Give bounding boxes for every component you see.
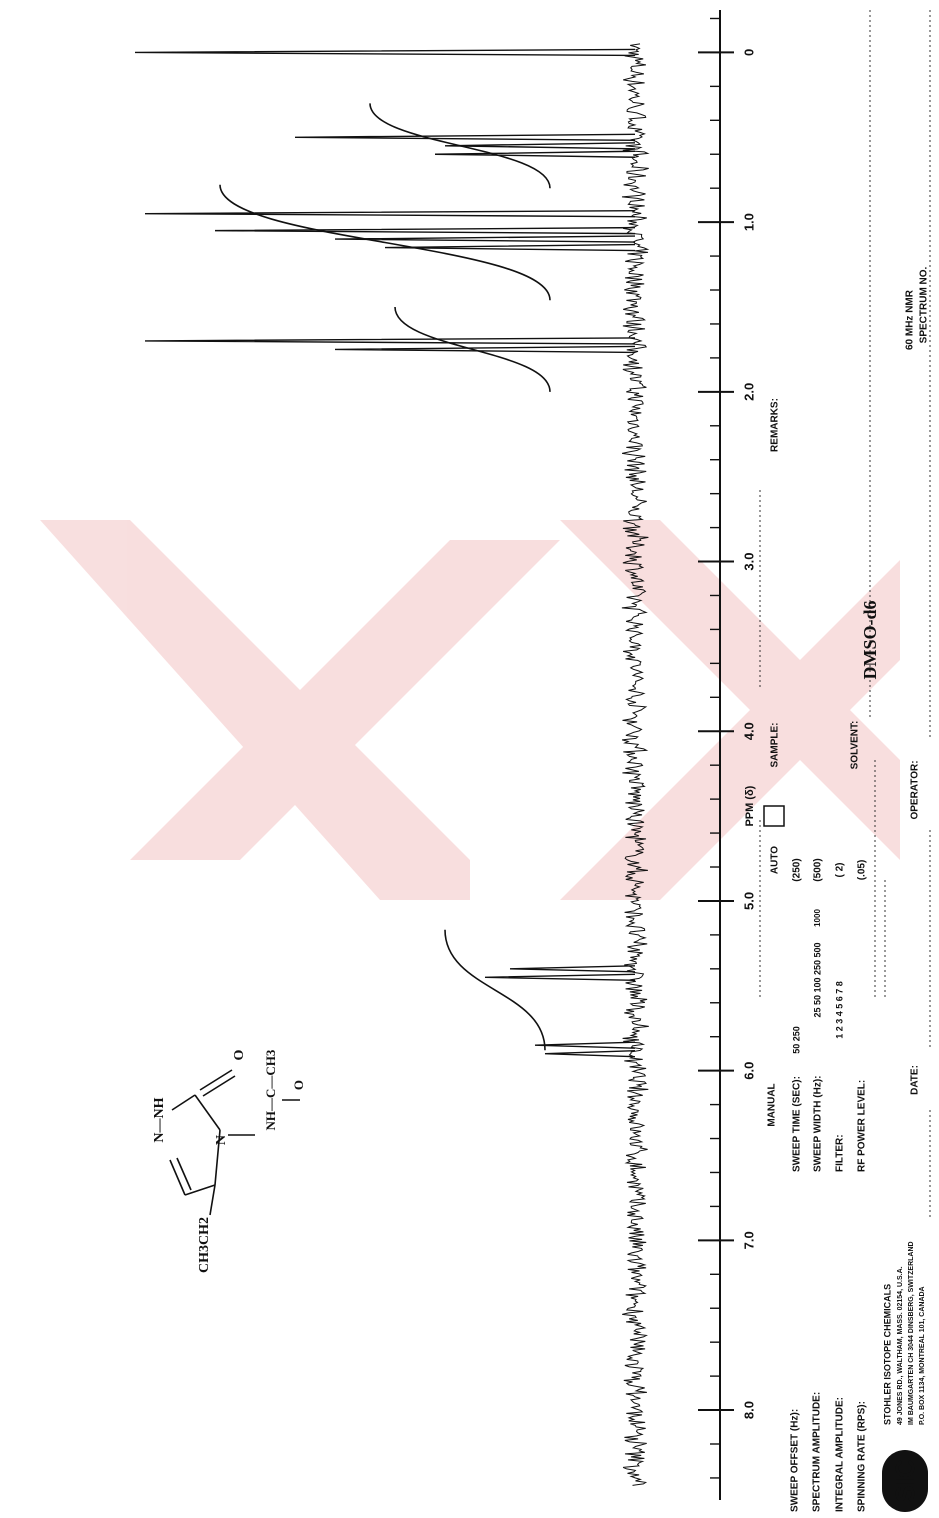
company-address: P.O. BOX 1134, MONTREAL 101, CANADA [919, 1286, 926, 1425]
solvent-value: DMSO-d6 [860, 600, 880, 679]
peak [144, 337, 636, 345]
form-sweep-width: SWEEP WIDTH (Hz): [813, 1076, 824, 1172]
x-tick-label: 0 [741, 49, 756, 56]
x-tick-label: 2.0 [741, 383, 756, 401]
peak [544, 1049, 636, 1058]
form-date: DATE: [910, 1065, 921, 1095]
form-sweep-time: SWEEP TIME (SEC): [792, 1076, 803, 1172]
structure-label: O [232, 1049, 247, 1060]
peak [144, 209, 636, 218]
form-sweep-time-options: 50 250 [791, 1026, 801, 1054]
x-tick-label: 5.0 [741, 892, 756, 910]
peak [509, 965, 636, 973]
company-address: 49 JONES RD., WALTHAM, MASS. 02154, U.S.… [897, 1266, 904, 1425]
form-sweep-offset: SWEEP OFFSET (Hz): [790, 1409, 801, 1512]
peak [444, 142, 636, 150]
form-sweep-width-options: 25 50 100 250 500 [812, 942, 822, 1017]
form-filter-options: 1 2 3 4 5 6 7 8 [834, 981, 844, 1039]
x-tick-label: 4.0 [741, 722, 756, 740]
x-tick-label: 3.0 [741, 552, 756, 570]
peak [294, 133, 636, 141]
x-tick-label: 6.0 [741, 1062, 756, 1080]
form-sweep-width-extra: 1000 [813, 909, 822, 927]
peak [214, 226, 636, 235]
form-rf-power: RF POWER LEVEL: [857, 1080, 868, 1172]
form-spinning-rate: SPINNING RATE (RPS): [857, 1401, 868, 1512]
structure-label: CH3CH2 [197, 1217, 212, 1273]
form-sample: SAMPLE: [770, 723, 781, 768]
form-solvent: SOLVENT: [850, 721, 861, 770]
form-company: STOHLER ISOTOPE CHEMICALS [882, 1284, 892, 1425]
logo-text: SIC [890, 1459, 920, 1503]
form-spectrum-amplitude: SPECTRUM AMPLITUDE: [812, 1392, 823, 1512]
form-sweep-width-value: (500) [813, 858, 824, 881]
structure-label: N—NH [152, 1097, 167, 1142]
company-address: IM BAUMGARTEN CH 3044 DINSBERG, SWITZERL… [908, 1241, 915, 1425]
x-tick-label: 8.0 [741, 1401, 756, 1419]
peak [484, 973, 636, 982]
form-manual: MANUAL [767, 1083, 778, 1126]
peak [334, 345, 636, 354]
form-filter-value: ( 2) [835, 863, 846, 878]
peak [384, 243, 636, 252]
structure-label: NH—C—CH3 [263, 1049, 278, 1130]
structure [169, 1069, 300, 1216]
form-sweep-time-value: (250) [792, 858, 803, 881]
structure-label: N [214, 1135, 229, 1145]
form-instrument: 60 MHz NMR [905, 289, 916, 350]
form-operator: OPERATOR: [910, 760, 921, 819]
baseline-noise [621, 43, 650, 1486]
form-rf-power-value: (.05) [857, 860, 868, 881]
auto-checkbox [763, 805, 785, 827]
integral-curve [444, 929, 546, 1051]
peak [534, 1041, 636, 1049]
peak [434, 150, 636, 158]
minor-ticks [710, 17, 720, 1479]
form-filter: FILTER: [835, 1134, 846, 1172]
x-axis-label: PPM (δ) [744, 785, 756, 826]
peak [134, 48, 636, 57]
form-spectrum-no: SPECTRUM NO. [919, 266, 930, 343]
form-integral-amplitude: INTEGRAL AMPLITUDE: [835, 1397, 846, 1512]
integral-curve [394, 306, 551, 392]
integral-curve [369, 103, 551, 189]
form-auto: AUTO [770, 846, 781, 874]
x-tick-label: 7.0 [741, 1231, 756, 1249]
integral-curve [219, 184, 551, 301]
form-remarks: REMARKS: [770, 398, 781, 452]
logo [882, 1450, 928, 1512]
watermark [40, 520, 900, 900]
structure-label: O [291, 1080, 306, 1090]
x-tick-label: 1.0 [741, 213, 756, 231]
peak [334, 235, 636, 243]
form-lines [759, 10, 931, 1220]
